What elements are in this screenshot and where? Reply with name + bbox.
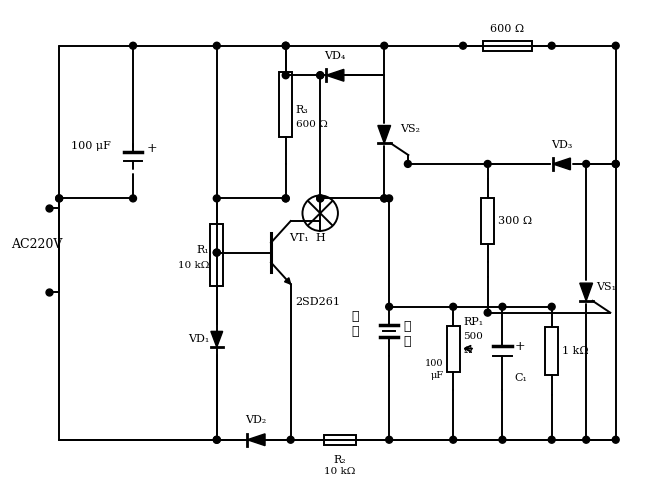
Text: 电: 电 bbox=[403, 320, 410, 333]
Circle shape bbox=[282, 42, 289, 49]
Text: R₂: R₂ bbox=[334, 455, 346, 465]
Text: VS₁: VS₁ bbox=[596, 282, 616, 292]
Circle shape bbox=[548, 436, 555, 443]
Text: VS₂: VS₂ bbox=[400, 125, 420, 135]
Polygon shape bbox=[580, 283, 592, 301]
Circle shape bbox=[548, 303, 555, 310]
Text: 池: 池 bbox=[351, 325, 358, 338]
Circle shape bbox=[56, 195, 63, 202]
Circle shape bbox=[583, 160, 590, 167]
Bar bbox=[323, 435, 356, 445]
Circle shape bbox=[381, 42, 388, 49]
Circle shape bbox=[484, 309, 491, 316]
Bar bbox=[210, 224, 223, 286]
Polygon shape bbox=[553, 158, 570, 170]
Circle shape bbox=[450, 303, 457, 310]
Circle shape bbox=[282, 195, 289, 202]
Text: RP₁: RP₁ bbox=[463, 317, 483, 327]
Text: VD₃: VD₃ bbox=[551, 140, 572, 150]
Circle shape bbox=[386, 195, 393, 202]
Circle shape bbox=[386, 303, 393, 310]
Circle shape bbox=[386, 436, 393, 443]
Text: +: + bbox=[147, 142, 157, 155]
Polygon shape bbox=[326, 69, 344, 81]
Circle shape bbox=[213, 195, 220, 202]
Circle shape bbox=[213, 42, 220, 49]
Bar bbox=[447, 326, 460, 372]
Circle shape bbox=[612, 42, 619, 49]
Circle shape bbox=[548, 42, 555, 49]
Text: R₃: R₃ bbox=[295, 105, 308, 115]
Text: 600 Ω: 600 Ω bbox=[490, 24, 524, 34]
Circle shape bbox=[460, 42, 466, 49]
Text: 池: 池 bbox=[403, 335, 410, 348]
Text: 100 μF: 100 μF bbox=[71, 141, 110, 151]
Text: VD₂: VD₂ bbox=[245, 415, 267, 425]
Circle shape bbox=[612, 160, 619, 167]
Circle shape bbox=[213, 249, 220, 256]
Circle shape bbox=[213, 249, 220, 256]
Text: VT₁: VT₁ bbox=[289, 233, 308, 243]
Circle shape bbox=[282, 42, 289, 49]
Text: 500: 500 bbox=[463, 332, 483, 341]
Circle shape bbox=[317, 195, 323, 202]
Circle shape bbox=[583, 436, 590, 443]
Circle shape bbox=[317, 72, 323, 79]
Text: 100: 100 bbox=[425, 359, 444, 368]
Circle shape bbox=[317, 195, 323, 202]
Bar bbox=[546, 327, 558, 376]
Circle shape bbox=[213, 436, 220, 443]
Text: H: H bbox=[315, 233, 325, 243]
Text: AC220V: AC220V bbox=[11, 238, 62, 251]
Text: 600 Ω: 600 Ω bbox=[295, 120, 327, 129]
Text: 10 kΩ: 10 kΩ bbox=[324, 468, 356, 476]
Text: VD₄: VD₄ bbox=[324, 51, 346, 61]
Circle shape bbox=[56, 195, 63, 202]
Circle shape bbox=[381, 195, 388, 202]
Bar bbox=[483, 41, 532, 51]
Circle shape bbox=[287, 436, 294, 443]
Circle shape bbox=[129, 195, 137, 202]
Polygon shape bbox=[378, 125, 391, 143]
Circle shape bbox=[129, 42, 137, 49]
Text: 电: 电 bbox=[351, 310, 358, 323]
Polygon shape bbox=[285, 278, 291, 284]
Text: C₁: C₁ bbox=[514, 373, 527, 383]
Circle shape bbox=[317, 72, 323, 79]
Circle shape bbox=[282, 72, 289, 79]
Circle shape bbox=[282, 195, 289, 202]
Circle shape bbox=[612, 160, 619, 167]
Polygon shape bbox=[211, 331, 223, 347]
Bar bbox=[279, 72, 292, 137]
Text: 300 Ω: 300 Ω bbox=[498, 216, 532, 226]
Text: +: + bbox=[514, 340, 525, 353]
Circle shape bbox=[381, 195, 388, 202]
Circle shape bbox=[612, 436, 619, 443]
Circle shape bbox=[484, 160, 491, 167]
Text: μF: μF bbox=[430, 371, 444, 380]
Polygon shape bbox=[247, 434, 265, 445]
Text: 1 kΩ: 1 kΩ bbox=[562, 346, 588, 356]
Circle shape bbox=[499, 303, 506, 310]
Text: R₁: R₁ bbox=[196, 245, 209, 255]
Bar bbox=[482, 197, 494, 244]
Circle shape bbox=[213, 436, 220, 443]
Text: VD₁: VD₁ bbox=[187, 334, 209, 344]
Circle shape bbox=[450, 436, 457, 443]
Text: Ω: Ω bbox=[463, 346, 472, 354]
Text: 10 kΩ: 10 kΩ bbox=[177, 261, 209, 270]
Circle shape bbox=[499, 436, 506, 443]
Text: 2SD261: 2SD261 bbox=[295, 297, 341, 307]
Circle shape bbox=[404, 160, 412, 167]
